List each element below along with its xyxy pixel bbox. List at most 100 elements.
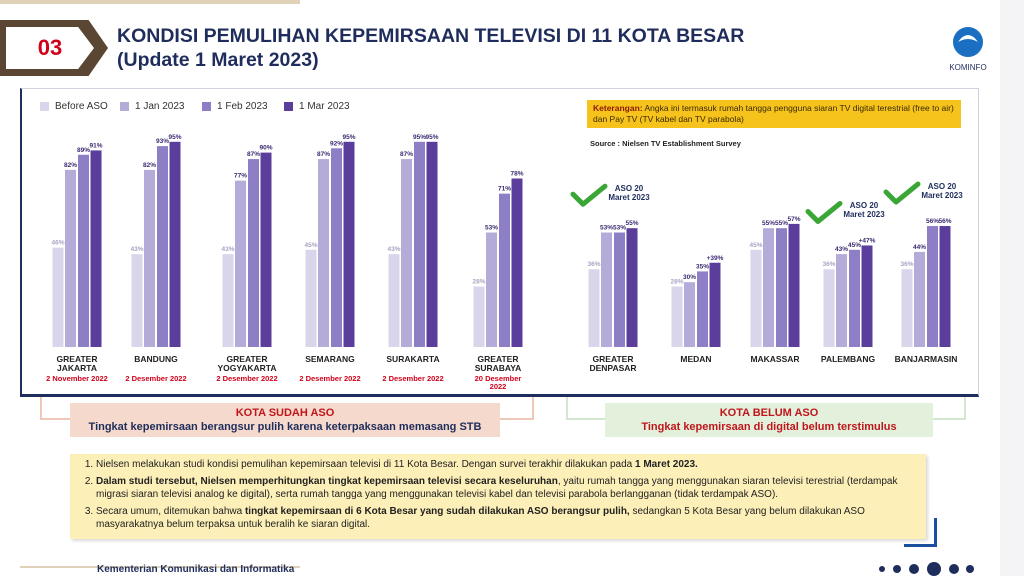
aso-annotation: ASO 20 Maret 2023 — [608, 184, 650, 203]
bar — [222, 254, 234, 347]
legend-swatch — [120, 102, 129, 111]
bar — [169, 141, 181, 347]
value-label: 53% — [600, 225, 613, 232]
legend-swatch — [202, 102, 211, 111]
value-label: 91% — [89, 142, 102, 149]
bar — [305, 249, 317, 347]
category-label: MAKASSAR — [750, 354, 800, 364]
category-label: GREATER YOGYAKARTA — [217, 354, 277, 373]
footer: Kementerian Komunikasi dan Informatika — [97, 564, 295, 575]
logo-text: KOMINFO — [949, 63, 986, 72]
value-label: 36% — [822, 261, 835, 268]
note-text: Nielsen melakukan studi kondisi pemuliha… — [96, 459, 636, 470]
legend-item: 1 Jan 2023 — [120, 101, 185, 112]
logo-swirl — [958, 35, 978, 42]
bar — [401, 159, 412, 347]
bar — [414, 141, 425, 347]
top-strip — [0, 0, 300, 4]
value-label: 43% — [835, 246, 848, 253]
legend-label: 1 Mar 2023 — [299, 101, 350, 112]
value-label: 30% — [683, 274, 696, 281]
value-label: 35% — [696, 263, 709, 270]
bar — [260, 152, 272, 347]
bar — [684, 282, 695, 347]
category-label: SEMARANG — [305, 354, 355, 364]
title-block: KONDISI PEMULIHAN KEPEMIRSAAN TELEVISI D… — [117, 24, 744, 72]
value-label: 55% — [775, 220, 788, 227]
value-label: 87% — [317, 151, 330, 158]
date-label: 20 Desember 2022 — [474, 374, 522, 391]
value-label: 36% — [587, 261, 600, 268]
aso-annotation: ASO 20 Maret 2023 — [843, 201, 885, 220]
category-label: MEDAN — [680, 354, 712, 364]
source: Source : Nielsen TV Establishment Survey — [590, 139, 741, 148]
value-label: 89% — [77, 147, 90, 154]
bar — [90, 150, 102, 347]
bar — [588, 269, 600, 347]
footer-dots — [879, 562, 974, 576]
value-label: 82% — [64, 162, 77, 169]
check-mark — [570, 183, 608, 207]
note: Dalam studi tersebut, Nielsen memperhitu… — [96, 475, 918, 501]
group-title: KOTA SUDAH ASO — [235, 407, 335, 419]
note-text: Secara umum, ditemukan bahwa — [96, 506, 245, 517]
value-label: 78% — [510, 171, 523, 178]
bar — [601, 232, 612, 347]
bar — [614, 232, 625, 347]
value-label: 71% — [498, 186, 511, 193]
bar — [52, 247, 64, 347]
dot — [909, 564, 919, 574]
bar — [144, 169, 155, 347]
bar — [849, 249, 860, 347]
group-box: KOTA SUDAH ASO Tingkat kepemirsaan beran… — [70, 403, 500, 437]
value-label: 92% — [330, 140, 343, 147]
bar — [709, 262, 721, 347]
value-label: 45% — [304, 242, 317, 249]
bar — [65, 169, 76, 347]
value-label: 57% — [787, 216, 800, 223]
chart-plot: 46%82%89%91%43%82%93%95%43%77%87%90%45%8… — [51, 134, 952, 347]
legend-label: 1 Feb 2023 — [217, 101, 268, 112]
value-label: +47% — [859, 237, 876, 244]
bar — [131, 254, 143, 347]
value-label: 45% — [848, 242, 861, 249]
bar — [499, 193, 510, 347]
value-label: 95% — [342, 134, 355, 141]
bar — [939, 226, 951, 347]
note-text: tingkat kepemirsaan di 6 Kota Besar yang… — [244, 506, 630, 517]
bar — [486, 232, 497, 347]
value-label: 36% — [900, 261, 913, 268]
value-label: 56% — [938, 218, 951, 225]
notes-box: Nielsen melakukan studi kondisi pemuliha… — [70, 454, 926, 539]
value-label: 55% — [762, 220, 775, 227]
value-label: 77% — [234, 173, 247, 180]
category-label: BANDUNG — [134, 354, 178, 364]
logo-mark — [953, 27, 983, 57]
value-label: +39% — [707, 255, 724, 262]
bar — [836, 254, 847, 347]
aso-annotation: ASO 20 Maret 2023 — [921, 182, 963, 201]
dot — [927, 562, 941, 576]
value-label: 28% — [472, 279, 485, 286]
category-label: GREATER JAKARTA — [56, 354, 98, 373]
value-label: 93% — [156, 138, 169, 145]
value-label: 43% — [387, 246, 400, 253]
legend-item: 1 Mar 2023 — [284, 101, 350, 112]
note: Nielsen melakukan studi kondisi pemuliha… — [96, 458, 918, 471]
legend-item: Before ASO — [40, 101, 108, 112]
notes-list: Nielsen melakukan studi kondisi pemuliha… — [78, 458, 918, 531]
bar — [750, 249, 762, 347]
bar — [914, 251, 925, 347]
value-label: 56% — [926, 218, 939, 225]
legend-swatch — [284, 102, 293, 111]
slide: 03 KONDISI PEMULIHAN KEPEMIRSAAN TELEVIS… — [0, 0, 1000, 576]
group-box: KOTA BELUM ASO Tingkat kepemirsaan di di… — [605, 403, 933, 437]
value-label: 43% — [221, 246, 234, 253]
bar — [697, 271, 708, 347]
bar — [823, 269, 835, 347]
date-label: 2 Desember 2022 — [382, 374, 444, 383]
dot — [966, 565, 974, 573]
group-text: Tingkat kepemirsaan di digital belum ter… — [641, 421, 897, 433]
slide-subtitle: (Update 1 Maret 2023) — [117, 49, 319, 71]
